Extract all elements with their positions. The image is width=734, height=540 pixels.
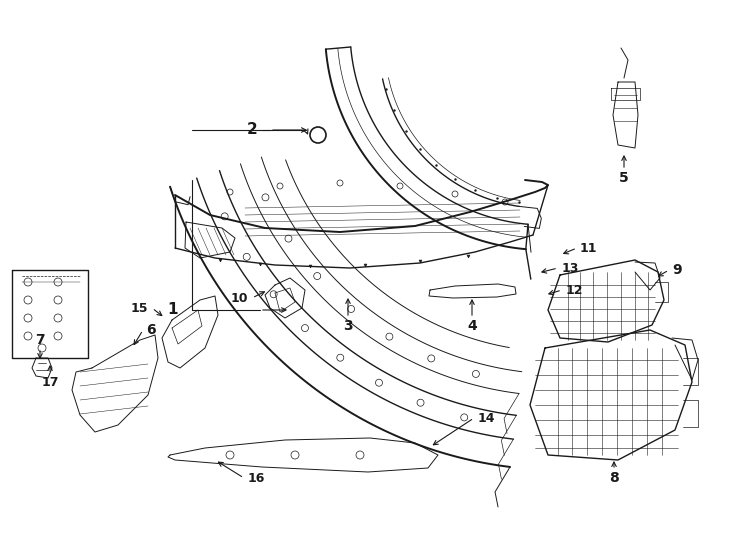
Text: 3: 3: [344, 319, 353, 333]
Text: 10: 10: [230, 292, 248, 305]
Text: 14: 14: [478, 411, 495, 424]
Text: 16: 16: [248, 471, 266, 484]
Text: 11: 11: [580, 241, 597, 254]
Text: 17: 17: [41, 375, 59, 388]
Text: 7: 7: [35, 333, 45, 347]
Text: 8: 8: [609, 471, 619, 485]
Text: 2: 2: [247, 123, 258, 138]
Text: 15: 15: [131, 301, 148, 314]
Text: 12: 12: [566, 284, 584, 296]
Text: 13: 13: [562, 261, 579, 274]
Text: 9: 9: [672, 263, 682, 277]
Text: 6: 6: [146, 323, 156, 337]
Text: 1: 1: [167, 302, 178, 318]
Text: 4: 4: [467, 319, 477, 333]
Text: 5: 5: [619, 171, 629, 185]
